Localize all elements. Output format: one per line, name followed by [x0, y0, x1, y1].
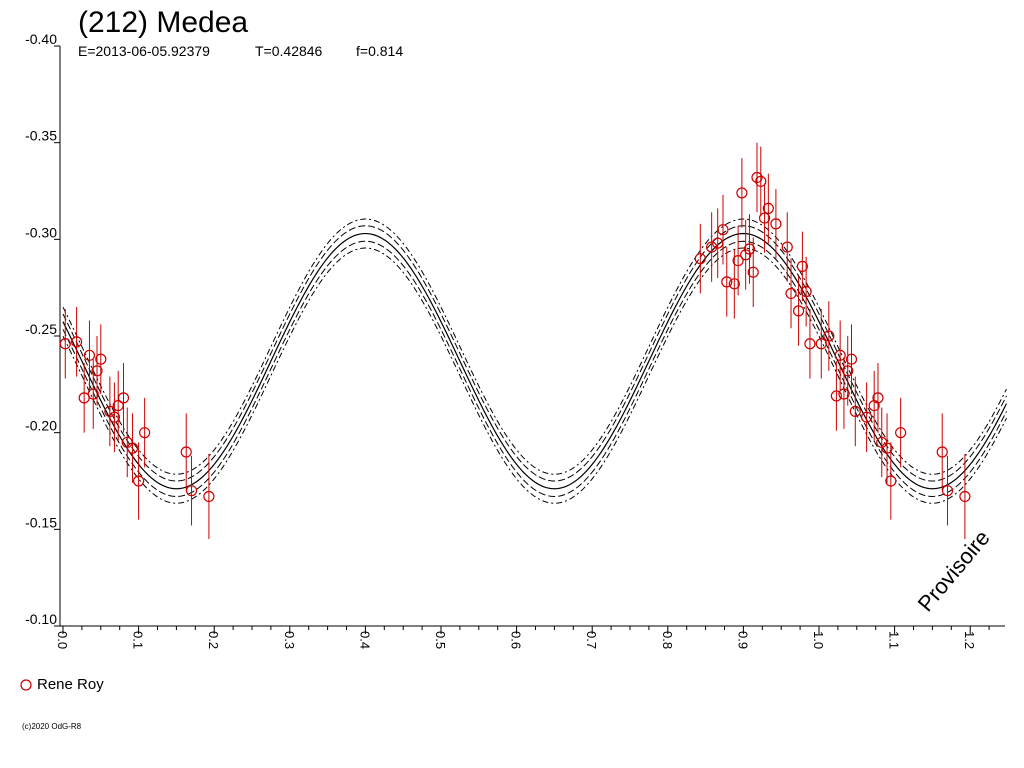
- x-tick-label: 1.2: [962, 631, 977, 649]
- x-tick-label: 0.7: [584, 631, 599, 649]
- data-point: [95, 353, 107, 365]
- data-point: [91, 365, 103, 377]
- data-point: [126, 442, 139, 454]
- x-tick-label: 0.6: [509, 631, 524, 649]
- data-point: [706, 241, 718, 253]
- data-point: [87, 388, 99, 400]
- data-point: [133, 475, 145, 487]
- data-point: [838, 388, 850, 400]
- data-point: [785, 287, 797, 300]
- x-tick-label: 0.4: [357, 631, 372, 649]
- fit-band-curve: [62, 240, 1007, 497]
- y-tick-label: -0.30: [25, 224, 57, 240]
- data-point: [861, 411, 873, 423]
- fit-band-curve: [62, 218, 1007, 475]
- data-point: [881, 442, 893, 454]
- data-point: [941, 485, 954, 497]
- legend: Rene Roy: [20, 676, 104, 693]
- data-point: [117, 392, 130, 404]
- epoch-label: E=2013-06-05.92379: [78, 43, 210, 59]
- period-label: T=0.42846: [255, 43, 323, 59]
- data-point: [747, 266, 759, 278]
- fourier-label: f=0.814: [356, 43, 403, 59]
- x-tick-label: 1.0: [811, 631, 826, 649]
- data-point: [736, 187, 748, 199]
- data-point: [770, 218, 782, 230]
- y-tick-label: -0.20: [25, 418, 57, 434]
- data-point: [872, 392, 884, 404]
- data-point: [71, 336, 83, 348]
- x-tick-label: 0.8: [660, 631, 675, 649]
- y-axis-ticks: -0.40 -0.35 -0.30 -0.25 -0.20 -0.15 -0.10: [25, 31, 60, 627]
- data-point: [792, 305, 805, 317]
- data-point: [804, 338, 816, 350]
- observation-points: [59, 142, 971, 539]
- data-point: [895, 427, 907, 439]
- x-tick-label: 0.5: [433, 631, 448, 649]
- data-point: [834, 349, 846, 361]
- data-point: [721, 276, 733, 288]
- data-point: [732, 255, 744, 267]
- provisional-watermark: Provisoire: [913, 525, 995, 616]
- data-point: [885, 475, 897, 487]
- data-point: [936, 446, 948, 458]
- y-tick-label: -0.40: [25, 31, 57, 47]
- y-tick-label: -0.10: [25, 611, 57, 627]
- data-point: [740, 249, 752, 261]
- data-point: [751, 171, 763, 184]
- data-point: [203, 490, 215, 503]
- data-point: [728, 278, 740, 290]
- fit-band-curve: [62, 247, 1007, 504]
- data-point: [83, 349, 96, 361]
- x-tick-label: 0.9: [735, 631, 750, 649]
- y-tick-label: -0.25: [25, 321, 57, 337]
- data-point: [842, 365, 854, 377]
- data-point: [830, 390, 842, 402]
- x-tick-label: 0.3: [282, 631, 297, 649]
- x-tick-label: 0.0: [55, 631, 70, 649]
- data-point: [78, 392, 90, 404]
- data-point: [755, 175, 767, 187]
- data-point: [849, 405, 861, 417]
- data-point: [108, 411, 121, 423]
- chart-title: (212) Medea: [78, 6, 248, 39]
- data-point: [815, 338, 827, 350]
- data-point: [59, 338, 71, 350]
- data-point: [185, 485, 198, 497]
- fit-curves: [62, 218, 1008, 504]
- y-tick-label: -0.15: [25, 514, 57, 530]
- x-axis-ticks: 0.0 0.1 0.2 0.3 0.4 0.5 0.6 0.7 0.8 0.9 1.0 1.1 1.2: [55, 626, 990, 649]
- legend-label: Rene Roy: [37, 676, 104, 693]
- x-tick-label: 1.1: [887, 631, 902, 649]
- copyright-text: (c)2020 OdG-R8: [22, 722, 82, 731]
- data-point: [781, 241, 793, 253]
- fit-curve: [62, 232, 1008, 490]
- fit-band-curve: [62, 225, 1007, 482]
- data-point: [796, 260, 808, 272]
- data-point: [743, 243, 756, 255]
- legend-marker-icon: [20, 679, 32, 691]
- data-point: [823, 330, 835, 342]
- data-point: [717, 224, 729, 236]
- data-point: [758, 212, 771, 224]
- x-tick-label: 0.1: [131, 631, 146, 649]
- y-tick-label: -0.35: [25, 128, 57, 144]
- data-point: [845, 353, 858, 365]
- data-point: [762, 202, 774, 214]
- data-point: [694, 253, 706, 265]
- data-point: [800, 285, 812, 298]
- x-tick-label: 0.2: [206, 631, 221, 649]
- data-point: [139, 427, 151, 439]
- data-point: [180, 446, 192, 458]
- data-point: [959, 490, 971, 503]
